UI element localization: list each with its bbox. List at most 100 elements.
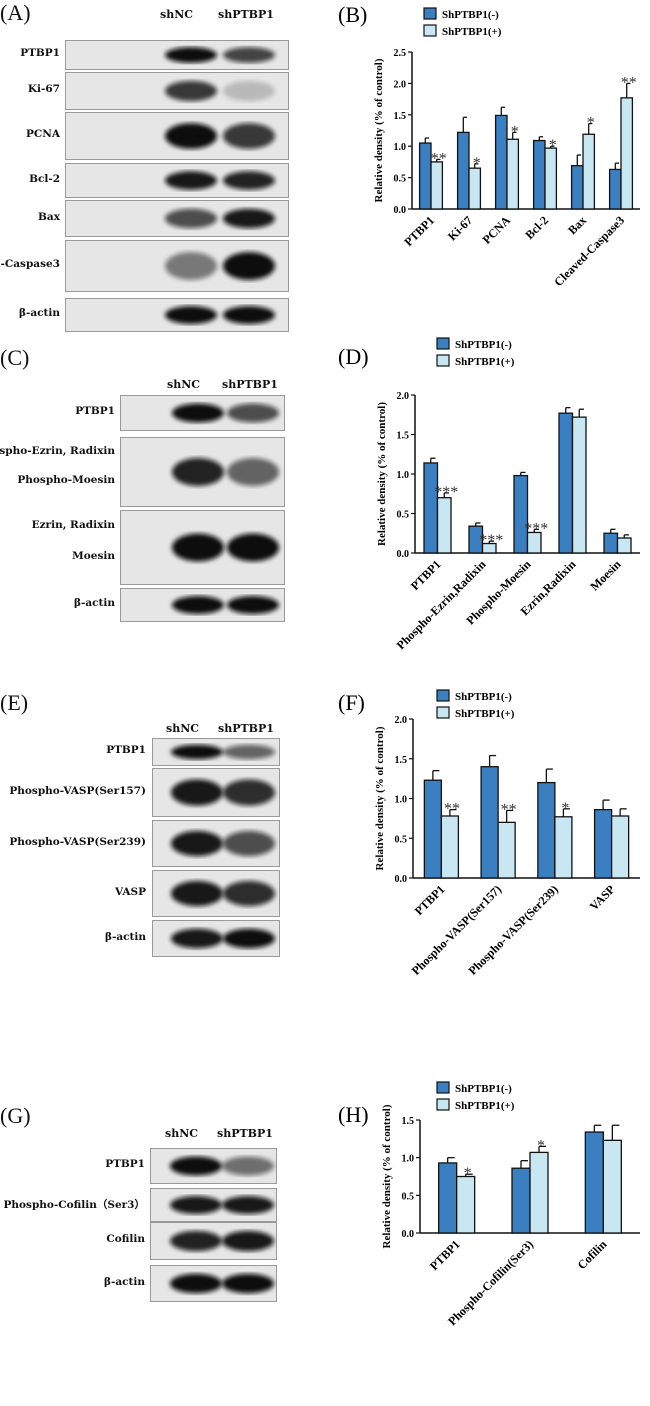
lane-label: shPTBP1 [217,1127,273,1140]
row-label: Ki-67 [27,83,60,95]
bar [571,416,587,554]
x-tick-label: PTBP1 [427,1237,463,1273]
legend-swatch [436,689,450,702]
y-tick-label: 1.5 [397,431,410,442]
legend-label: ShPTBP1(-) [455,1083,512,1095]
row-label: β-actin [104,930,146,943]
significance-marker: *** [434,484,458,501]
bar [584,1131,604,1234]
protein-band [165,171,217,190]
y-tick-label: 1.0 [402,1154,415,1165]
row-label: β-actin [73,597,115,609]
bar [582,133,596,210]
legend-swatch [436,354,450,367]
significance-marker: *** [479,532,503,549]
blot-strip [152,920,280,957]
panel-label: (G) [0,1103,31,1128]
legend-label: ShPTBP1(+) [455,1100,515,1112]
blot-strip [150,1222,277,1260]
blot-strip [120,437,285,507]
protein-band [165,252,217,280]
row-label: PCNA [26,128,60,140]
y-tick-label: 0.5 [397,510,410,521]
panel-label: (C) [0,345,30,370]
row-label: Cleaved-Caspase3 [0,258,60,270]
bar [620,97,634,210]
protein-band [223,306,275,324]
y-tick-label: 2.0 [394,79,407,90]
bar [494,114,508,210]
y-tick-label: 2.0 [395,715,408,726]
protein-band [165,208,217,229]
blot-strip [150,1188,277,1222]
y-tick-label: 2.0 [397,391,410,402]
bar [438,1162,458,1234]
protein-band [222,1230,274,1252]
bar [456,1175,476,1234]
protein-band [223,208,275,229]
protein-band [223,744,275,760]
protein-band [223,47,275,63]
bar [537,781,556,879]
bar [529,1151,549,1234]
protein-band [227,596,279,614]
x-tick-label: Cleaved-Caspase3 [551,213,627,289]
y-tick-label: 0.0 [397,549,410,560]
protein-band [172,458,224,486]
panel-label: (H) [338,1102,369,1127]
row-label: Moesin [72,550,115,563]
bar [554,816,573,879]
lane-label: shNC [165,1127,198,1140]
significance-marker: * [561,800,569,817]
blot-strip [65,163,289,198]
protein-band [227,403,279,423]
protein-band [222,1156,274,1176]
x-tick-label: PTBP1 [401,213,437,249]
row-label: β-actin [103,1275,145,1288]
protein-band [223,880,275,907]
panel-label: (B) [338,2,367,27]
y-tick-label: 1.5 [402,1116,415,1127]
blot-strip [65,240,289,292]
protein-band [227,458,279,486]
protein-band [172,596,224,614]
protein-band [165,123,217,149]
row-label: PTBP1 [20,47,60,59]
bar [511,1167,531,1234]
protein-band [170,1273,222,1294]
bar [558,412,574,554]
significance-marker: * [473,155,481,172]
significance-marker: ** [621,74,637,91]
y-tick-label: 1.5 [395,755,408,766]
legend-label: ShPTBP1(+) [442,26,502,38]
significance-marker: ** [444,801,460,818]
y-tick-label: 1.0 [395,795,408,806]
protein-band [165,47,217,63]
protein-band [170,1230,222,1252]
significance-marker: * [549,137,557,154]
protein-band [223,779,275,806]
row-label: Phospho-Ezrin, Radixin [0,444,115,457]
y-axis-title: Relative density (% of control) [376,402,388,546]
x-tick-label: Bcl-2 [522,213,551,242]
bar [423,779,443,879]
x-tick-label: Bax [565,213,589,237]
protein-band [171,928,223,949]
lane-label: shNC [166,722,199,735]
protein-band [165,80,217,102]
bar [480,766,499,879]
legend-swatch [436,1098,450,1111]
bar [436,497,452,554]
blot-strip [152,768,280,817]
significance-marker: * [537,1137,545,1154]
x-tick-label: PTBP1 [408,557,444,593]
panel-label: (E) [0,690,29,715]
bar [608,168,622,210]
protein-band [223,171,275,190]
significance-marker: ** [501,801,517,818]
bar [506,138,520,210]
bar [544,147,558,210]
row-label: PTBP1 [75,405,115,417]
